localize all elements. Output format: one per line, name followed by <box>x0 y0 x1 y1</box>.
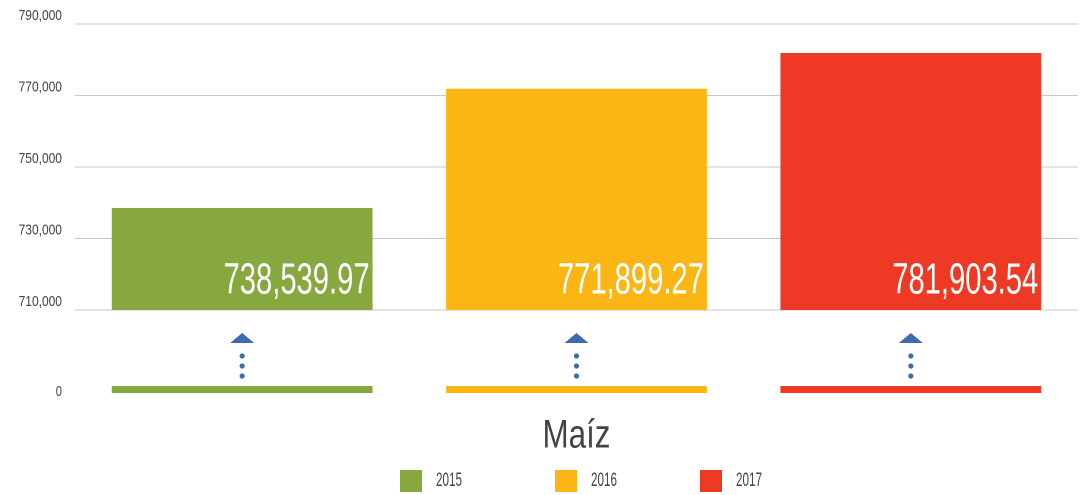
legend-label: 2015 <box>436 470 462 491</box>
break-dot <box>239 363 245 369</box>
legend-swatch <box>555 470 577 492</box>
bar <box>446 88 707 310</box>
y-tick-label: 750,000 <box>19 150 62 167</box>
legend-label: 2017 <box>736 470 762 491</box>
break-arrow <box>564 333 589 343</box>
legend-swatch <box>400 470 422 492</box>
bar-base <box>780 386 1042 393</box>
value-label: 738,539.97 <box>224 255 370 304</box>
break-dot <box>239 373 245 379</box>
break-dot <box>239 353 245 359</box>
break-dot <box>908 363 914 369</box>
bar-base <box>111 386 373 393</box>
bar <box>111 207 373 310</box>
value-label: 781,903.54 <box>892 255 1038 304</box>
break-dot <box>908 373 914 379</box>
value-label: 771,899.27 <box>558 255 704 304</box>
y-tick-label: 770,000 <box>19 78 62 95</box>
break-dot <box>573 373 580 379</box>
bar-base <box>446 386 707 393</box>
break-dot <box>573 363 580 369</box>
y-tick-label: 710,000 <box>19 293 62 310</box>
y-tick-label: 0 <box>56 383 62 400</box>
y-tick-label: 730,000 <box>19 221 62 238</box>
break-dot <box>573 353 580 359</box>
break-arrow <box>230 333 255 343</box>
legend-swatch <box>700 470 722 492</box>
legend-label: 2016 <box>591 470 617 491</box>
bar <box>780 52 1042 310</box>
y-tick-label: 790,000 <box>19 7 62 24</box>
break-arrow <box>898 333 923 343</box>
break-dot <box>908 353 914 359</box>
x-tick-label: Maíz <box>543 413 611 457</box>
